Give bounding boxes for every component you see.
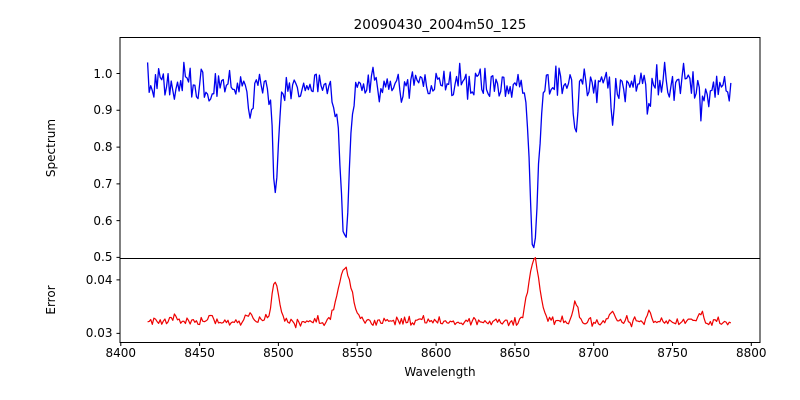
x-tick-label: 8600 — [420, 346, 452, 360]
spectrum-line — [146, 61, 732, 249]
x-tick-label: 8550 — [341, 346, 373, 360]
y-tick-label: 0.5 — [93, 250, 113, 265]
x-tick-label: 8700 — [578, 346, 609, 360]
x-tick-label: 8400 — [105, 346, 137, 360]
x-tick-label: 8800 — [736, 346, 767, 360]
y-tick-label: 1.0 — [93, 66, 113, 81]
x-tick-label: 8750 — [657, 346, 688, 360]
y-axis-label-spectrum: Spectrum — [44, 118, 58, 178]
y-tick-label: 0.8 — [93, 140, 113, 155]
error-line — [147, 257, 732, 329]
x-tick-label: 8450 — [184, 346, 215, 360]
x-axis-label: Wavelength — [404, 365, 476, 379]
y-tick-label: 0.7 — [93, 176, 113, 191]
y-tick-label: 0.6 — [93, 213, 113, 228]
y-tick-label: 0.04 — [85, 272, 113, 287]
error-panel-frame — [119, 258, 761, 343]
axis-ticks — [116, 73, 752, 346]
x-tick-label: 8650 — [499, 346, 531, 360]
y-tick-label: 0.9 — [93, 103, 113, 118]
y-tick-label: 0.03 — [85, 326, 113, 341]
x-tick-label: 8500 — [263, 346, 294, 360]
chart-title: 20090430_2004m50_125 — [353, 17, 527, 33]
y-axis-label-error: Error — [44, 285, 58, 315]
